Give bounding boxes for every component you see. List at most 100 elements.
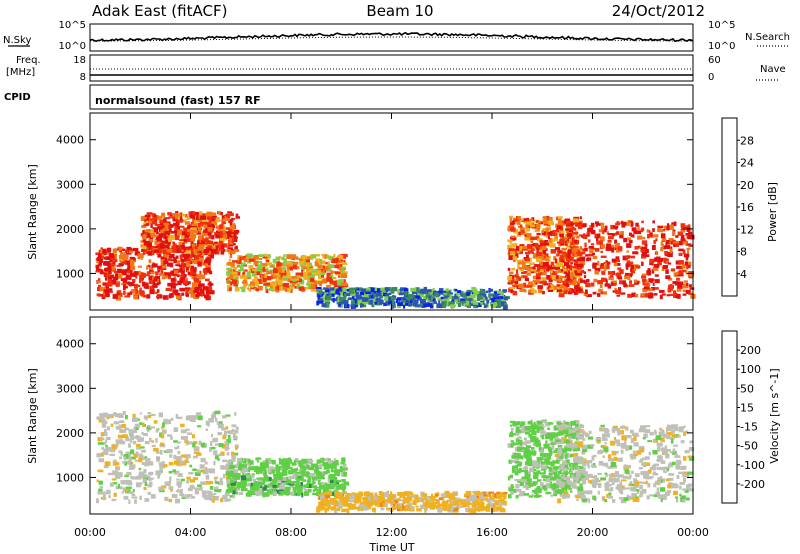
heat-cell xyxy=(341,479,346,483)
heat-cell xyxy=(103,441,106,445)
heat-cell xyxy=(337,264,343,267)
heat-cell xyxy=(509,474,514,479)
heat-cell xyxy=(125,285,128,289)
heat-cell xyxy=(224,238,227,241)
heat-cell xyxy=(429,293,435,297)
heat-cell xyxy=(184,253,191,258)
heat-cell xyxy=(201,213,205,217)
heat-cell xyxy=(545,228,550,231)
heat-cell xyxy=(141,431,144,435)
heat-cell xyxy=(199,243,203,246)
heat-cell xyxy=(257,491,263,496)
heat-cell xyxy=(95,252,99,256)
heat-cell xyxy=(563,285,568,289)
heat-cell xyxy=(158,412,163,418)
heat-cell xyxy=(314,280,318,286)
heat-cell xyxy=(238,481,243,487)
heat-cell xyxy=(268,287,274,291)
heat-cell xyxy=(335,494,340,499)
heat-cell xyxy=(563,262,570,266)
heat-cell xyxy=(247,272,251,275)
heat-cell xyxy=(321,482,325,485)
heat-cell xyxy=(127,262,130,267)
heat-cell xyxy=(511,460,516,463)
heat-cell xyxy=(435,500,440,505)
heat-cell xyxy=(202,250,205,256)
heat-cell xyxy=(537,238,543,242)
heat-cell xyxy=(618,276,623,280)
heat-cell xyxy=(125,451,132,455)
heat-cell xyxy=(104,261,111,266)
heat-cell xyxy=(249,275,252,280)
heat-cell xyxy=(343,293,347,297)
heat-cell xyxy=(530,268,536,272)
heat-cell xyxy=(457,290,461,293)
heat-cell xyxy=(191,434,196,439)
heat-cell xyxy=(137,438,143,442)
heat-cell xyxy=(200,292,204,297)
heat-cell xyxy=(535,273,541,278)
heat-cell xyxy=(226,262,229,266)
heat-cell xyxy=(142,229,145,235)
heat-cell xyxy=(129,439,133,443)
heat-cell xyxy=(209,486,214,490)
heat-cell xyxy=(209,468,216,474)
heat-cell xyxy=(398,492,405,496)
heat-cell xyxy=(111,259,118,263)
heat-cell xyxy=(660,246,664,252)
heat-cell xyxy=(222,494,228,500)
heat-cell xyxy=(557,284,560,287)
heat-cell xyxy=(454,492,457,496)
heat-cell xyxy=(147,221,154,224)
heat-cell xyxy=(331,476,334,479)
heat-cell xyxy=(167,258,173,262)
heat-cell xyxy=(468,508,471,513)
heat-cell xyxy=(332,297,335,303)
heat-cell xyxy=(386,507,393,511)
heat-cell xyxy=(430,495,436,500)
heat-cell xyxy=(140,240,144,243)
heat-cell xyxy=(220,230,224,236)
heat-cell xyxy=(251,473,255,476)
heat-cell xyxy=(240,286,245,289)
heat-cell xyxy=(210,497,215,501)
heat-cell xyxy=(531,439,536,443)
heat-cell xyxy=(649,292,653,296)
heat-cell xyxy=(175,414,179,419)
heat-cell xyxy=(332,276,337,280)
heat-cell xyxy=(538,253,544,259)
heat-cell xyxy=(261,462,266,465)
heat-cell xyxy=(311,483,314,487)
heat-cell xyxy=(402,497,406,501)
heat-cell xyxy=(666,246,670,249)
heat-cell xyxy=(228,244,233,247)
heat-cell xyxy=(492,499,497,503)
heat-cell xyxy=(106,267,112,272)
heat-cell xyxy=(326,491,333,495)
heat-cell xyxy=(480,499,483,503)
heat-cell xyxy=(295,282,299,285)
heat-cell xyxy=(337,261,342,264)
heat-cell xyxy=(296,477,301,480)
heat-cell xyxy=(225,227,231,230)
heat-cell xyxy=(144,246,149,251)
heat-cell xyxy=(617,262,621,266)
heat-cell xyxy=(181,274,187,278)
heat-cell xyxy=(357,508,364,511)
heat-cell xyxy=(250,474,255,479)
heat-cell xyxy=(525,227,530,232)
heat-cell xyxy=(482,491,485,494)
heat-cell xyxy=(321,268,325,273)
heat-cell xyxy=(423,296,428,301)
heat-cell xyxy=(161,276,166,280)
heat-cell xyxy=(202,492,207,498)
heat-cell xyxy=(670,268,676,272)
heat-cell xyxy=(559,257,562,263)
heat-cell xyxy=(180,423,185,428)
heat-cell xyxy=(580,261,586,266)
heat-cell xyxy=(140,232,143,237)
heat-cell xyxy=(486,299,490,304)
heat-cell xyxy=(253,481,258,484)
heat-cell xyxy=(573,291,577,295)
